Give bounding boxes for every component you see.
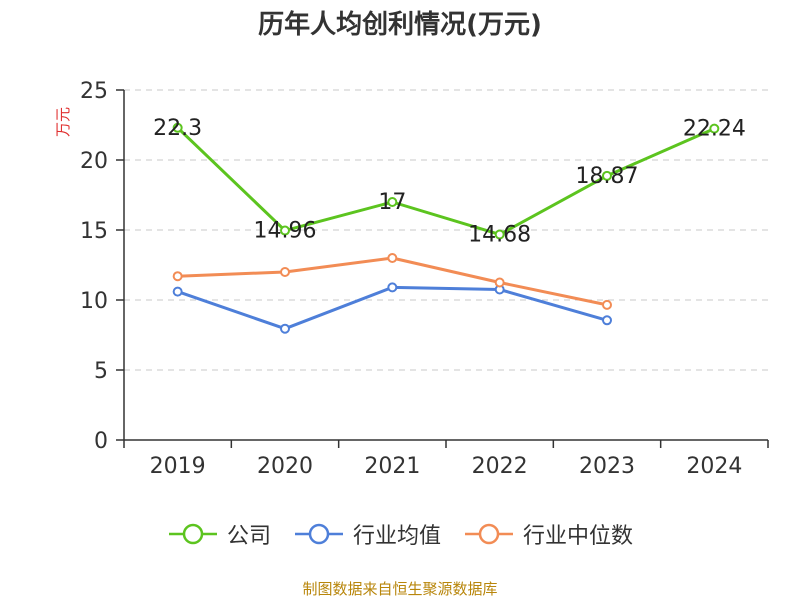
series-line [177,256,608,307]
y-tick-label: 0 [94,429,108,454]
x-tick-label: 2024 [686,454,742,479]
y-tick-label: 15 [80,219,108,244]
x-tick-label: 2021 [364,454,420,479]
data-point [280,323,290,334]
x-tick-label: 2020 [257,454,313,479]
grid-lines [124,89,768,371]
data-point [387,197,398,207]
data-label: 22.3 [153,116,202,141]
chart-title: 历年人均创利情况(万元) [258,10,542,40]
legend-item[interactable]: 行业均值 [293,518,441,550]
legend-marker [294,523,343,545]
y-axis-label: 万元 [54,107,72,137]
y-tick-label: 20 [80,149,108,174]
data-point [494,229,505,240]
data-label: 14.96 [254,219,317,244]
legend-item[interactable]: 公司 [167,518,271,550]
source-note: 制图数据来自恒生聚源数据库 [302,580,498,598]
data-point [280,225,290,236]
legend-label: 公司 [226,524,271,549]
data-point [494,277,505,288]
y-tick-label: 10 [80,289,108,314]
data-point [280,267,290,277]
legend-marker [465,523,513,545]
axes [123,90,768,441]
data-point [172,122,183,133]
y-axis-ticks: 0 5 10 15 20 25 [80,79,124,454]
y-tick-label: 25 [80,79,108,104]
x-axis-ticks: 2019 2020 2021 2022 2023 2024 [123,440,769,479]
legend-marker [168,523,217,545]
data-point [387,282,398,293]
data-label: 22.24 [683,117,746,142]
legend-label: 行业中位数 [523,524,634,549]
series-line [176,126,715,236]
legend: 公司 行业均值 行业中位数 [0,518,800,550]
data-label: 18.87 [576,164,639,189]
data-point [387,253,398,263]
data-point [602,299,612,310]
data-point [602,315,612,326]
data-label: 14.68 [468,222,531,247]
x-tick-label: 2022 [472,454,528,479]
data-point [172,271,183,282]
x-tick-label: 2023 [579,454,635,479]
series-line [177,285,608,331]
x-tick-label: 2019 [150,454,206,479]
series-group [172,122,720,334]
legend-item[interactable]: 行业中位数 [463,518,633,550]
data-point [602,170,612,181]
data-point [172,286,183,297]
data-point [709,123,720,134]
data-label: 17 [378,190,406,215]
data-labels: 22.3 14.96 17 14.68 18.87 22.24 [153,116,746,248]
legend-label: 行业均值 [352,524,441,549]
y-tick-label: 5 [94,359,108,384]
